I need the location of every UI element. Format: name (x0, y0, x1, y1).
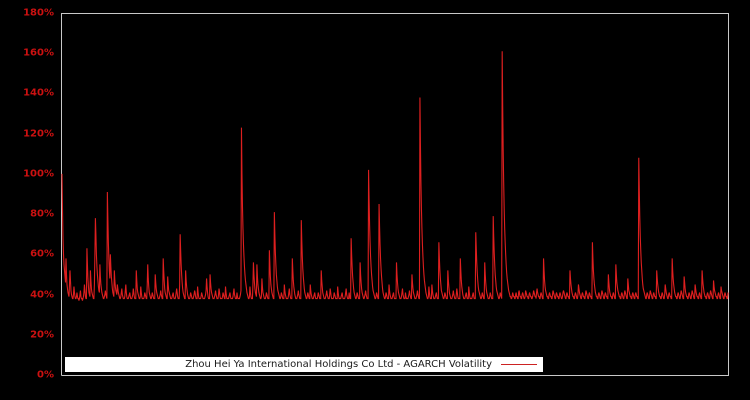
legend-line-swatch (501, 364, 537, 365)
chart-legend: Zhou Hei Ya International Holdings Co Lt… (65, 357, 543, 372)
axis-frame (61, 13, 729, 376)
legend-label: Zhou Hei Ya International Holdings Co Lt… (185, 359, 492, 370)
plot-border (61, 13, 729, 376)
y-tick-label: 160% (23, 47, 54, 59)
y-tick-label: 0% (37, 369, 54, 381)
y-tick-label: 20% (30, 329, 54, 341)
series-group (61, 51, 729, 301)
y-tick-label: 60% (30, 248, 54, 260)
y-tick-label: 80% (30, 208, 54, 220)
y-tick-label: 100% (23, 168, 54, 180)
y-tick-label: 180% (23, 7, 54, 19)
y-tick-label: 140% (23, 87, 54, 99)
series-line-agarch-volatility (61, 51, 729, 301)
y-tick-label: 120% (23, 128, 54, 140)
y-tick-label: 40% (30, 289, 54, 301)
